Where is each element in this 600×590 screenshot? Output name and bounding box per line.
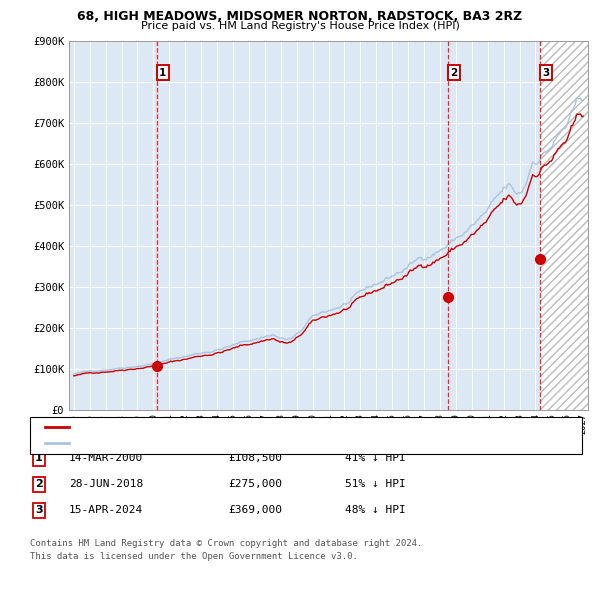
Text: 3: 3 <box>35 506 43 515</box>
Text: 15-APR-2024: 15-APR-2024 <box>69 506 143 515</box>
Text: 51% ↓ HPI: 51% ↓ HPI <box>345 480 406 489</box>
Text: Contains HM Land Registry data © Crown copyright and database right 2024.: Contains HM Land Registry data © Crown c… <box>30 539 422 548</box>
Text: 2: 2 <box>450 68 457 78</box>
Text: 41% ↓ HPI: 41% ↓ HPI <box>345 454 406 463</box>
Text: 2: 2 <box>35 480 43 489</box>
Text: 48% ↓ HPI: 48% ↓ HPI <box>345 506 406 515</box>
Text: 1: 1 <box>159 68 166 78</box>
Text: HPI: Average price, detached house, Bath and North East Somerset: HPI: Average price, detached house, Bath… <box>75 438 443 448</box>
Text: 28-JUN-2018: 28-JUN-2018 <box>69 480 143 489</box>
Text: 14-MAR-2000: 14-MAR-2000 <box>69 454 143 463</box>
Text: This data is licensed under the Open Government Licence v3.0.: This data is licensed under the Open Gov… <box>30 552 358 561</box>
Bar <box>540 41 591 410</box>
Text: Price paid vs. HM Land Registry's House Price Index (HPI): Price paid vs. HM Land Registry's House … <box>140 21 460 31</box>
Text: 68, HIGH MEADOWS, MIDSOMER NORTON, RADSTOCK, BA3 2RZ (detached house): 68, HIGH MEADOWS, MIDSOMER NORTON, RADST… <box>75 422 472 432</box>
Text: £275,000: £275,000 <box>228 480 282 489</box>
Text: 1: 1 <box>35 454 43 463</box>
Text: £369,000: £369,000 <box>228 506 282 515</box>
Text: 3: 3 <box>542 68 550 78</box>
Text: £108,500: £108,500 <box>228 454 282 463</box>
Text: 68, HIGH MEADOWS, MIDSOMER NORTON, RADSTOCK, BA3 2RZ: 68, HIGH MEADOWS, MIDSOMER NORTON, RADST… <box>77 10 523 23</box>
